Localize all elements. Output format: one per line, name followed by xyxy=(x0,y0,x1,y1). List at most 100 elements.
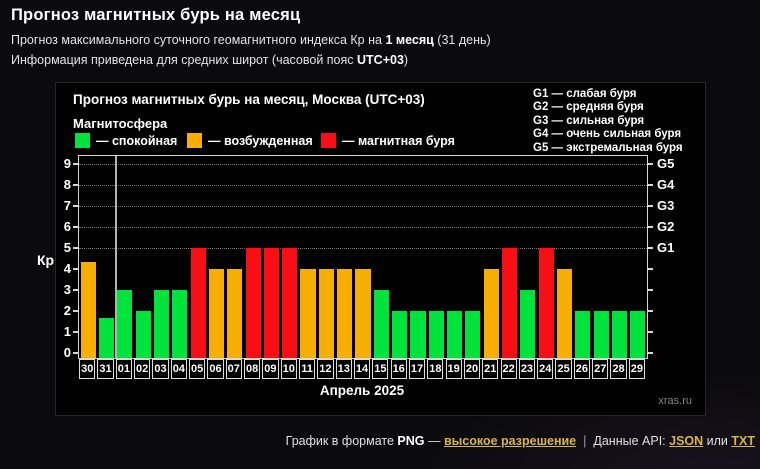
right-tick-3 xyxy=(647,289,653,291)
subtitle2-text: Информация приведена для средних широт (… xyxy=(11,53,357,67)
right-tick-6 xyxy=(647,226,653,228)
bar-day-17 xyxy=(410,311,426,358)
subtitle1-bold: 1 месяц xyxy=(385,33,434,47)
footer-separator: | xyxy=(583,434,587,448)
bar-day-23 xyxy=(520,290,536,358)
y-tick-label-4: 4 xyxy=(63,261,71,276)
date-box-31: 31 xyxy=(97,359,114,379)
y-tick-label-2: 2 xyxy=(63,303,71,318)
x-axis-title: Апрель 2025 xyxy=(319,383,405,398)
bar-day-15 xyxy=(373,290,389,358)
page-subtitle-2: Информация приведена для средних широт (… xyxy=(11,53,408,67)
gridline-kp7 xyxy=(79,206,647,207)
date-box-27: 27 xyxy=(592,359,609,379)
page-subtitle-1: Прогноз максимального суточного геомагни… xyxy=(11,33,491,47)
g-scale-line: G1 — слабая буря xyxy=(533,88,637,100)
date-box-15: 15 xyxy=(372,359,389,379)
footer-api-text: Данные API: xyxy=(593,434,670,448)
y-tick-6 xyxy=(73,226,79,228)
date-box-24: 24 xyxy=(537,359,554,379)
x-axis-dates: 30 31 01 02 03 04 05 06 07 08 09 10 11 12 13 14 15 16 17 18… xyxy=(78,359,646,379)
date-box-17: 17 xyxy=(408,359,426,379)
date-box-11: 11 xyxy=(298,359,316,379)
y-tick-label-1: 1 xyxy=(63,324,71,339)
bar-day-26 xyxy=(575,311,591,358)
high-res-link[interactable]: высокое разрешение xyxy=(443,434,577,448)
bar-day-07 xyxy=(227,269,243,358)
date-box-25: 25 xyxy=(555,359,572,379)
subtitle1-text: Прогноз максимального суточного геомагни… xyxy=(11,33,386,47)
bar-day-08 xyxy=(245,248,261,358)
date-box-03: 03 xyxy=(152,359,169,379)
g-scale-line: G5 — экстремальная буря xyxy=(533,141,683,154)
y-tick-0 xyxy=(73,352,79,354)
y-tick-label-8: 8 xyxy=(63,177,71,192)
bar-day-22 xyxy=(502,248,518,358)
g-scale-line: G4 — очень сильная буря xyxy=(533,128,682,141)
legend-label: — спокойная xyxy=(96,133,178,148)
right-tick-9 xyxy=(647,163,653,165)
json-link[interactable]: JSON xyxy=(669,434,704,448)
bar-day-06 xyxy=(208,269,224,358)
storm-swatch-icon xyxy=(321,133,336,148)
right-axis-label-G1: G1 xyxy=(657,240,675,255)
y-tick-label-5: 5 xyxy=(63,240,71,255)
right-tick-5 xyxy=(647,247,653,249)
g-scale-line: G2 — средняя буря xyxy=(533,101,644,114)
footer-png: PNG xyxy=(397,434,425,448)
bar-day-27 xyxy=(593,311,609,358)
legend-item-quiet: — спокойная xyxy=(75,133,177,148)
legend-item-excited: — возбужденная xyxy=(187,133,313,148)
right-tick-2 xyxy=(647,310,653,312)
quiet-swatch-icon xyxy=(75,133,90,148)
y-tick-label-7: 7 xyxy=(63,198,71,213)
g-scale-line: G3 — сильная буря xyxy=(533,114,645,127)
bar-day-29 xyxy=(630,311,646,358)
legend-label: — возбужденная xyxy=(208,133,313,148)
footer-dash: — xyxy=(424,434,444,448)
legend-label: — магнитная буря xyxy=(342,133,455,148)
right-tick-1 xyxy=(647,331,653,333)
y-tick-8 xyxy=(73,184,79,186)
date-box-26: 26 xyxy=(573,359,591,379)
y-tick-5 xyxy=(73,247,79,249)
y-tick-label-3: 3 xyxy=(63,282,71,297)
bar-day-11 xyxy=(300,269,316,358)
footer-text: График в формате xyxy=(285,434,398,448)
y-tick-4 xyxy=(73,268,79,270)
bar-day-13 xyxy=(337,269,353,358)
bar-day-30 xyxy=(80,262,96,358)
bar-day-28 xyxy=(611,311,628,358)
bar-day-03 xyxy=(153,290,169,358)
date-box-21: 21 xyxy=(482,359,499,379)
right-axis-label-G5: G5 xyxy=(657,156,675,171)
date-box-12: 12 xyxy=(317,359,334,379)
right-tick-7 xyxy=(647,205,653,207)
bar-day-31 xyxy=(98,317,115,358)
bar-day-12 xyxy=(318,269,334,358)
date-box-02: 02 xyxy=(134,359,151,379)
txt-link[interactable]: TXT xyxy=(731,434,755,448)
y-tick-7 xyxy=(73,205,79,207)
date-box-04: 04 xyxy=(170,359,187,379)
y-tick-label-0: 0 xyxy=(63,345,71,360)
y-tick-label-6: 6 xyxy=(63,219,71,234)
month-separator-line xyxy=(114,156,117,358)
page-title: Прогноз магнитных бурь на месяц xyxy=(11,6,301,24)
date-box-14: 14 xyxy=(353,359,371,379)
bar-day-05 xyxy=(190,248,206,358)
bar-day-02 xyxy=(135,311,151,358)
y-tick-label-9: 9 xyxy=(63,156,71,171)
excited-swatch-icon xyxy=(187,133,202,148)
bar-day-14 xyxy=(355,269,371,358)
plot-area: Кр 0 1 2 3 4 5 6 7 8 9 G1 G2 G3 G4 G5 xyxy=(37,155,674,360)
bar-day-10 xyxy=(282,248,298,358)
date-box-07: 07 xyxy=(225,359,242,379)
date-box-13: 13 xyxy=(335,359,352,379)
date-box-19: 19 xyxy=(445,359,462,379)
right-tick-0 xyxy=(647,352,653,354)
y-tick-9 xyxy=(73,163,79,165)
y-tick-3 xyxy=(73,289,79,291)
forecast-chart-panel: Прогноз магнитных бурь на месяц, Москва … xyxy=(37,82,706,416)
footer: График в формате PNG — высокое разрешени… xyxy=(286,434,755,448)
